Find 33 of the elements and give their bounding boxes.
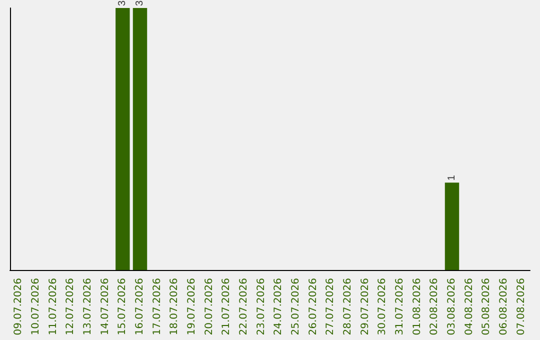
x-tick-label: 23.07.2026 (256, 278, 267, 336)
x-tick-label: 20.07.2026 (204, 278, 215, 336)
x-tick-label: 11.07.2026 (48, 278, 59, 336)
data-label: 3 (134, 0, 146, 6)
x-tick-label: 27.07.2026 (325, 278, 336, 336)
x-tick-label: 05.08.2026 (481, 278, 492, 336)
x-tick-label: 14.07.2026 (100, 278, 111, 336)
x-tick-label: 03.08.2026 (446, 278, 458, 336)
x-tick-label: 09.07.2026 (13, 278, 24, 336)
x-tick-label: 28.07.2026 (342, 278, 354, 336)
data-label: 1 (446, 174, 458, 181)
x-tick-label: 01.08.2026 (412, 278, 423, 336)
x-tick-label: 07.08.2026 (516, 278, 527, 336)
x-tick-label: 26.07.2026 (308, 278, 319, 336)
x-tick-label: 29.07.2026 (360, 278, 371, 336)
x-tick-label: 25.07.2026 (290, 278, 302, 336)
x-tick-label: 18.07.2026 (169, 278, 180, 336)
x-tick-label: 21.07.2026 (221, 278, 232, 336)
x-tick-label: 13.07.2026 (82, 278, 94, 336)
x-tick-label: 04.08.2026 (464, 278, 475, 336)
x-tick-label: 16.07.2026 (134, 278, 146, 336)
x-tick-label: 02.08.2026 (429, 278, 440, 336)
data-label: 3 (117, 0, 128, 6)
x-tick-label: 19.07.2026 (186, 278, 198, 336)
x-tick-label: 24.07.2026 (273, 278, 284, 336)
x-tick-label: 10.07.2026 (30, 278, 42, 336)
x-tick-label: 06.08.2026 (498, 278, 510, 336)
x-tick-label: 17.07.2026 (152, 278, 163, 336)
x-tick-label: 15.07.2026 (117, 278, 128, 336)
x-tick-label: 31.07.2026 (394, 278, 406, 336)
x-tick-label: 30.07.2026 (377, 278, 388, 336)
x-tick-label: 12.07.2026 (65, 278, 76, 336)
x-tick-label: 22.07.2026 (238, 278, 250, 336)
